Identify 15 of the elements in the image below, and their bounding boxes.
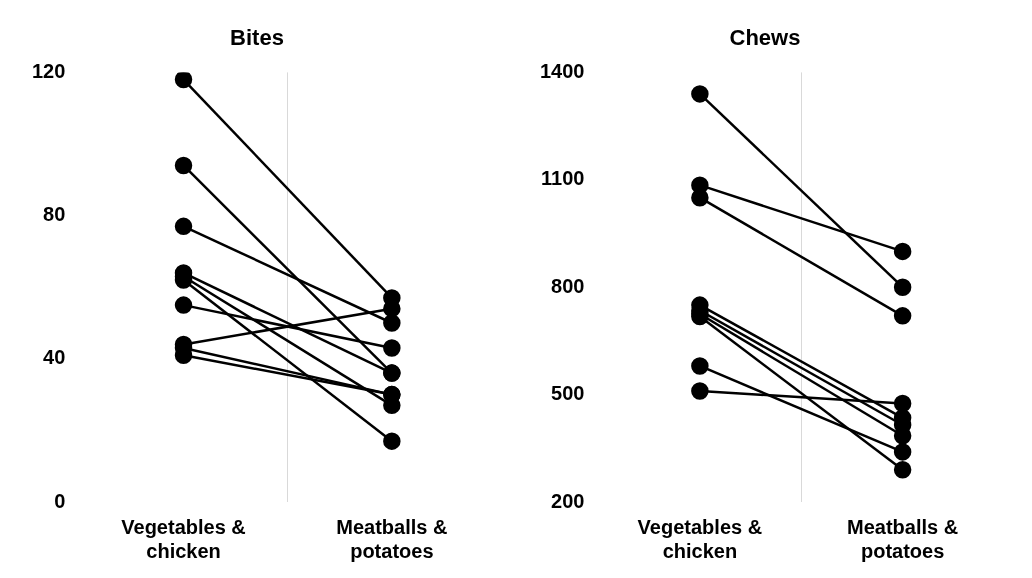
y-tick-label: 120 (31, 59, 66, 82)
y-tick-label: 500 (551, 382, 585, 405)
y-tick-label: 200 (551, 489, 585, 512)
chart-title: Chews (729, 25, 801, 51)
x-tick-label: Meatballs & potatoes (847, 515, 959, 562)
y-tick-label: 800 (551, 274, 585, 297)
chart-title: Bites (230, 25, 284, 51)
x-tick-label: Vegetables & chicken (121, 515, 246, 562)
y-tick-label: 0 (54, 489, 66, 512)
y-tick-label: 1100 (541, 167, 585, 190)
y-tick-label: 80 (43, 203, 66, 226)
y-tick-label: 1400 (539, 59, 585, 82)
y-tick-label: 40 (43, 346, 66, 369)
x-tick-label: Vegetables & chicken (637, 515, 763, 562)
x-tick-label: Meatballs & potatoes (336, 515, 448, 562)
